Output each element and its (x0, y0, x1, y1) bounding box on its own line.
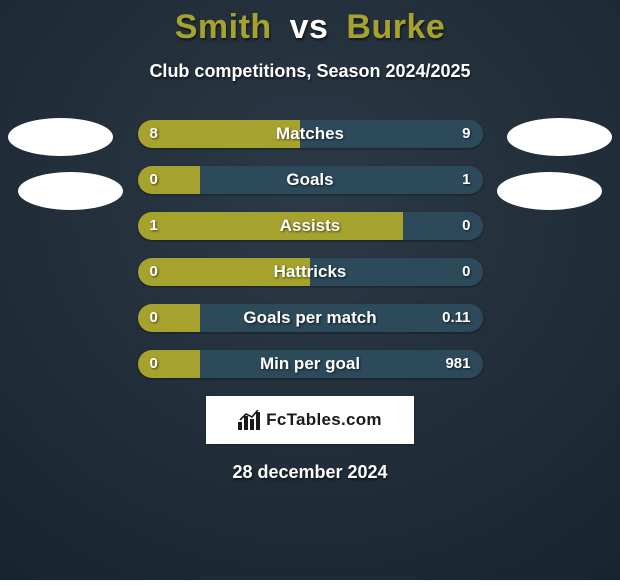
stat-bars: 8 9 Matches 0 1 Goals 1 0 Assists 0 0 Hattricks 0 0.1… (138, 120, 483, 378)
stat-row: 0 0.11 Goals per match (138, 304, 483, 332)
title-player1: Smith (175, 8, 272, 46)
stat-label: Goals per match (243, 304, 376, 332)
stat-label: Goals (286, 166, 333, 194)
stat-label: Min per goal (260, 350, 360, 378)
stat-label: Assists (280, 212, 340, 240)
stat-seg-left (138, 166, 200, 194)
stat-row: 8 9 Matches (138, 120, 483, 148)
stat-value-right: 981 (445, 350, 470, 378)
stat-value-right: 9 (462, 120, 470, 148)
stat-value-left: 0 (150, 166, 158, 194)
stat-value-left: 0 (150, 258, 158, 286)
player2-avatar-bottom (497, 172, 602, 210)
stat-value-left: 1 (150, 212, 158, 240)
stat-value-right: 0.11 (442, 304, 470, 332)
subtitle: Club competitions, Season 2024/2025 (0, 61, 620, 82)
stat-seg-left (138, 304, 200, 332)
footer-date: 28 december 2024 (0, 462, 620, 483)
stat-label: Matches (276, 120, 344, 148)
stat-seg-left (138, 212, 404, 240)
stat-value-right: 0 (462, 212, 470, 240)
stat-row: 1 0 Assists (138, 212, 483, 240)
player2-avatar-top (507, 118, 612, 156)
title-vs: vs (290, 8, 329, 46)
stat-seg-left (138, 350, 200, 378)
stat-value-left: 0 (150, 304, 158, 332)
stat-row: 0 981 Min per goal (138, 350, 483, 378)
page-title: Smith vs Burke (0, 8, 620, 47)
stat-row: 0 1 Goals (138, 166, 483, 194)
player1-avatar-bottom (18, 172, 123, 210)
stat-row: 0 0 Hattricks (138, 258, 483, 286)
stat-value-right: 1 (462, 166, 470, 194)
content-root: Smith vs Burke Club competitions, Season… (0, 0, 620, 580)
stat-label: Hattricks (274, 258, 347, 286)
title-player2: Burke (346, 8, 445, 46)
stat-value-left: 0 (150, 350, 158, 378)
stat-seg-right (200, 166, 483, 194)
fctables-logo-icon (238, 410, 260, 430)
player1-avatar-top (8, 118, 113, 156)
stat-value-right: 0 (462, 258, 470, 286)
footer-badge[interactable]: FcTables.com (206, 396, 414, 444)
stat-value-left: 8 (150, 120, 158, 148)
footer-badge-text: FcTables.com (266, 410, 382, 430)
